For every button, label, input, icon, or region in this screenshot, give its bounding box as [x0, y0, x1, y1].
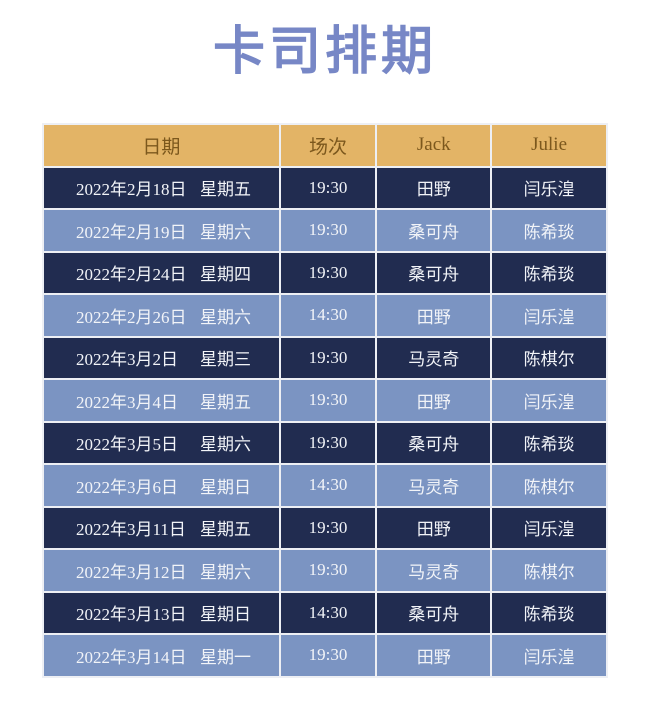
date-text: 2022年3月12日 — [76, 562, 187, 582]
julie-cell: 闫乐湟 — [492, 167, 606, 208]
julie-cell: 闫乐湟 — [492, 380, 606, 421]
table-row: 2022年2月24日 星期四 19:30 桑可舟 陈希琰 — [44, 252, 606, 293]
weekday-text: 星期日 — [200, 605, 251, 625]
julie-cell: 陈棋尔 — [492, 465, 606, 506]
julie-cell: 闫乐湟 — [492, 295, 606, 336]
date-cell: 2022年2月18日 星期五 — [44, 167, 279, 208]
session-cell: 19:30 — [280, 422, 376, 463]
table-row: 2022年3月5日 星期六 19:30 桑可舟 陈希琰 — [44, 422, 606, 463]
table-row: 2022年3月11日 星期五 19:30 田野 闫乐湟 — [44, 507, 606, 548]
julie-cell: 陈希琰 — [492, 422, 606, 463]
weekday-text: 星期六 — [200, 562, 251, 582]
date-text: 2022年3月4日 — [76, 392, 178, 412]
weekday-text: 星期六 — [200, 222, 251, 242]
julie-cell: 陈棋尔 — [492, 337, 606, 378]
date-text: 2022年2月24日 — [76, 265, 187, 285]
page-title: 卡司排期 — [212, 24, 437, 81]
table-row: 2022年3月6日 星期日 14:30 马灵奇 陈棋尔 — [44, 465, 606, 506]
date-cell: 2022年2月24日 星期四 — [44, 252, 279, 293]
jack-cell: 桑可舟 — [377, 252, 491, 293]
date-text: 2022年3月6日 — [76, 477, 178, 497]
date-cell: 2022年3月12日 星期六 — [44, 550, 279, 591]
session-cell: 19:30 — [280, 550, 376, 591]
date-cell: 2022年3月14日 星期一 — [44, 635, 279, 676]
table-row: 2022年3月12日 星期六 19:30 马灵奇 陈棋尔 — [44, 550, 606, 591]
session-cell: 19:30 — [280, 507, 376, 548]
weekday-text: 星期五 — [200, 520, 251, 540]
jack-cell: 田野 — [377, 507, 491, 548]
jack-cell: 马灵奇 — [377, 465, 491, 506]
weekday-text: 星期六 — [200, 307, 251, 327]
jack-cell: 田野 — [377, 635, 491, 676]
weekday-text: 星期三 — [200, 350, 251, 370]
session-cell: 19:30 — [280, 210, 376, 251]
date-cell: 2022年3月13日 星期日 — [44, 592, 279, 633]
julie-cell: 陈希琰 — [492, 252, 606, 293]
weekday-text: 星期五 — [200, 392, 251, 412]
date-cell: 2022年3月2日 星期三 — [44, 337, 279, 378]
date-text: 2022年2月18日 — [76, 180, 187, 200]
date-text: 2022年3月11日 — [76, 520, 186, 540]
session-cell: 14:30 — [280, 592, 376, 633]
date-text: 2022年2月26日 — [76, 307, 187, 327]
session-cell: 19:30 — [280, 380, 376, 421]
session-cell: 19:30 — [280, 337, 376, 378]
date-text: 2022年3月5日 — [76, 435, 178, 455]
weekday-text: 星期四 — [200, 265, 251, 285]
table-row: 2022年3月13日 星期日 14:30 桑可舟 陈希琰 — [44, 592, 606, 633]
julie-cell: 陈希琰 — [492, 592, 606, 633]
date-cell: 2022年3月5日 星期六 — [44, 422, 279, 463]
julie-cell: 陈棋尔 — [492, 550, 606, 591]
schedule-table: 日期 场次 Jack Julie 2022年2月18日 星期五 19:30 田野 闫乐湟… — [42, 123, 608, 678]
jack-cell: 马灵奇 — [377, 550, 491, 591]
jack-cell: 马灵奇 — [377, 337, 491, 378]
weekday-text: 星期六 — [200, 435, 251, 455]
header-cell-date: 日期 — [44, 125, 279, 166]
session-cell: 14:30 — [280, 295, 376, 336]
session-cell: 19:30 — [280, 167, 376, 208]
table-row: 2022年2月19日 星期六 19:30 桑可舟 陈希琰 — [44, 210, 606, 251]
julie-cell: 闫乐湟 — [492, 507, 606, 548]
table-row: 2022年3月4日 星期五 19:30 田野 闫乐湟 — [44, 380, 606, 421]
jack-cell: 桑可舟 — [377, 422, 491, 463]
jack-cell: 田野 — [377, 167, 491, 208]
jack-cell: 田野 — [377, 295, 491, 336]
jack-cell: 桑可舟 — [377, 592, 491, 633]
weekday-text: 星期一 — [200, 647, 251, 667]
date-cell: 2022年3月4日 星期五 — [44, 380, 279, 421]
schedule-table-body: 2022年2月18日 星期五 19:30 田野 闫乐湟 2022年2月19日 星期六 19:3… — [44, 167, 606, 676]
date-cell: 2022年3月6日 星期日 — [44, 465, 279, 506]
julie-cell: 闫乐湟 — [492, 635, 606, 676]
header-cell-julie: Julie — [492, 125, 606, 166]
date-text: 2022年3月14日 — [76, 647, 187, 667]
table-row: 2022年3月14日 星期一 19:30 田野 闫乐湟 — [44, 635, 606, 676]
jack-cell: 田野 — [377, 380, 491, 421]
session-cell: 19:30 — [280, 252, 376, 293]
weekday-text: 星期日 — [200, 477, 251, 497]
schedule-table-head-row: 日期 场次 Jack Julie — [44, 125, 606, 166]
date-text: 2022年3月13日 — [76, 605, 187, 625]
date-cell: 2022年2月26日 星期六 — [44, 295, 279, 336]
table-row: 2022年2月26日 星期六 14:30 田野 闫乐湟 — [44, 295, 606, 336]
date-cell: 2022年2月19日 星期六 — [44, 210, 279, 251]
header-cell-jack: Jack — [377, 125, 491, 166]
table-row: 2022年3月2日 星期三 19:30 马灵奇 陈棋尔 — [44, 337, 606, 378]
date-cell: 2022年3月11日 星期五 — [44, 507, 279, 548]
weekday-text: 星期五 — [200, 180, 251, 200]
header-cell-session: 场次 — [280, 125, 376, 166]
cast-schedule-table: 日期 场次 Jack Julie 2022年2月18日 星期五 19:30 田野 闫乐湟… — [42, 123, 608, 678]
date-text: 2022年2月19日 — [76, 222, 187, 242]
session-cell: 19:30 — [280, 635, 376, 676]
session-cell: 14:30 — [280, 465, 376, 506]
table-row: 2022年2月18日 星期五 19:30 田野 闫乐湟 — [44, 167, 606, 208]
date-text: 2022年3月2日 — [76, 350, 178, 370]
julie-cell: 陈希琰 — [492, 210, 606, 251]
jack-cell: 桑可舟 — [377, 210, 491, 251]
